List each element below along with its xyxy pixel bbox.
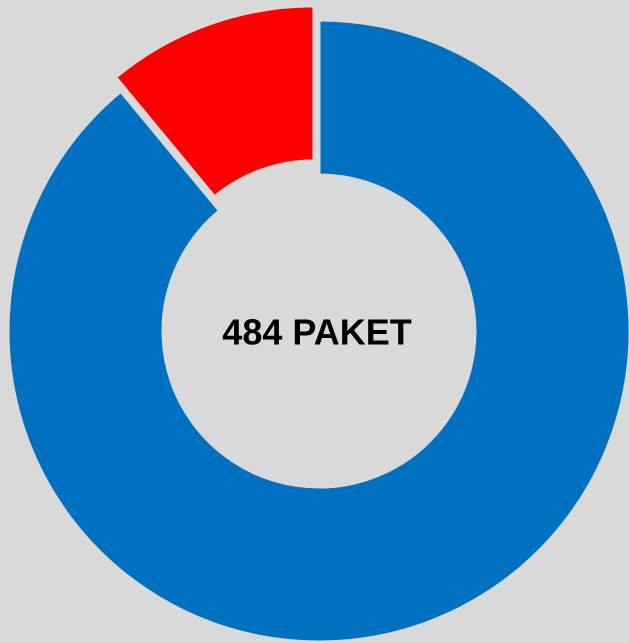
center-label: 484 PAKET — [222, 312, 411, 353]
donut-slice — [6, 18, 629, 643]
slices — [6, 4, 629, 643]
donut-slice — [113, 4, 316, 199]
